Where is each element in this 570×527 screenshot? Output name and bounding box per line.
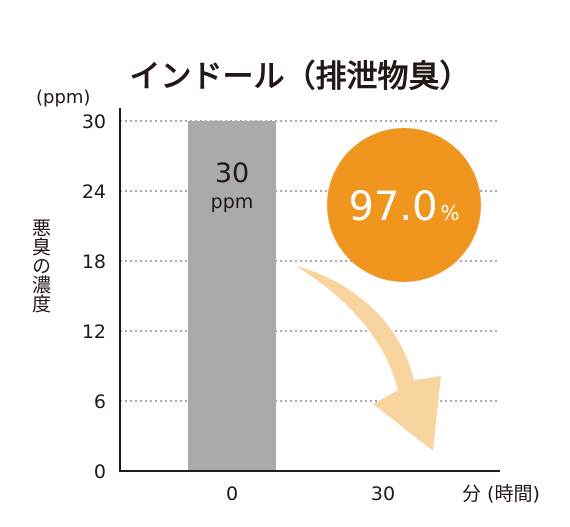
reduction-value: 97.0% — [348, 184, 459, 230]
bar — [188, 121, 276, 471]
y-tick-label: 18 — [82, 251, 106, 273]
bar-value-label: 30 — [215, 158, 249, 189]
y-tick-label: 6 — [94, 391, 106, 413]
bar-unit-label: ppm — [211, 191, 254, 213]
y-unit-label: (ppm) — [36, 87, 90, 108]
y-tick-labels: 0 6 12 18 24 30 — [82, 111, 106, 483]
x-tick-labels: 0 30 — [226, 483, 395, 505]
y-tick-label: 0 — [94, 461, 106, 483]
y-tick-label: 12 — [82, 321, 106, 343]
reduction-badge — [327, 128, 481, 282]
y-tick-label: 30 — [82, 111, 106, 133]
x-tick-label: 30 — [371, 483, 395, 505]
decrease-arrow-icon — [296, 266, 441, 451]
y-tick-label: 24 — [82, 181, 106, 203]
x-tick-label: 0 — [226, 483, 238, 505]
x-unit-label: 分 (時間) — [462, 483, 540, 505]
bars — [188, 121, 276, 471]
chart-title: インドール（排泄物臭） — [130, 59, 471, 95]
y-axis-label: 悪臭の濃度 — [29, 218, 51, 313]
